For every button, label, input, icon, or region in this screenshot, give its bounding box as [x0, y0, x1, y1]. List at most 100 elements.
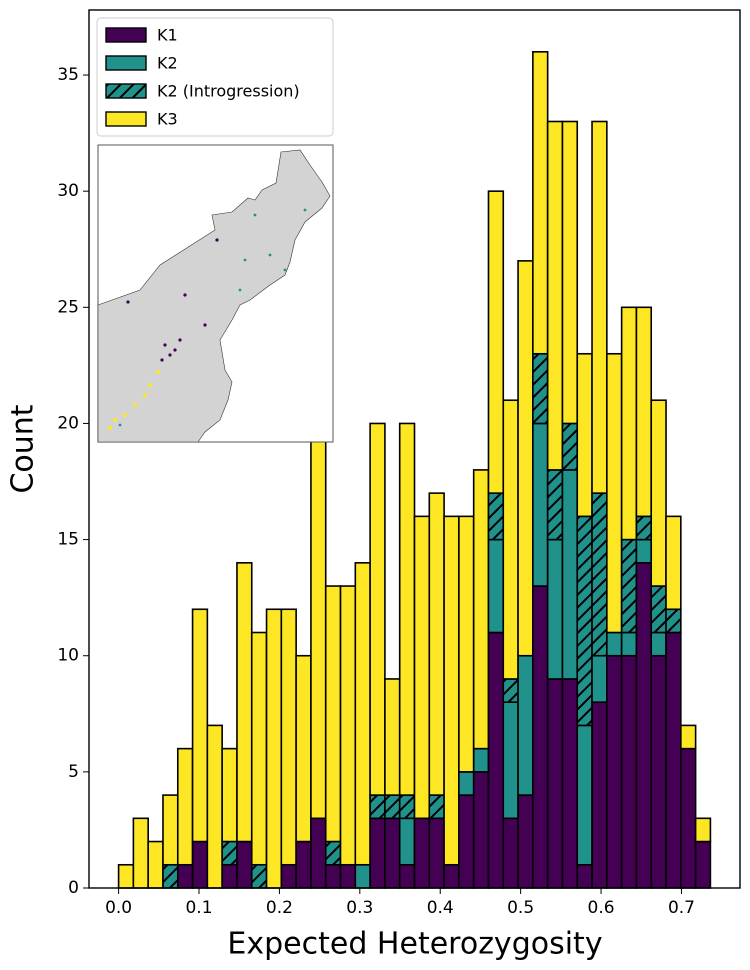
bar — [132, 817, 149, 889]
bar — [221, 840, 238, 866]
bar — [458, 794, 475, 889]
bar — [532, 352, 549, 425]
bar — [502, 817, 519, 889]
bar — [354, 863, 371, 889]
bar — [502, 678, 519, 703]
bar — [487, 190, 505, 494]
legend-swatch-hatch — [106, 84, 146, 98]
y-tick-label: 5 — [68, 762, 79, 782]
bar — [517, 654, 534, 796]
bar — [487, 538, 505, 634]
bar — [472, 747, 490, 773]
bar — [324, 863, 342, 889]
bar — [265, 608, 283, 889]
bar — [606, 352, 623, 634]
y-tick-label: 0 — [68, 878, 79, 898]
legend-label: K2 (Introgression) — [157, 82, 300, 101]
bar — [310, 422, 327, 820]
bar — [650, 631, 667, 657]
x-tick-label: 0.1 — [185, 898, 212, 918]
bar — [428, 492, 445, 796]
x-axis-label: Expected Heterozygosity — [227, 927, 602, 962]
y-tick-label: 20 — [57, 413, 79, 433]
bar — [546, 120, 564, 471]
bar — [176, 747, 194, 866]
bar — [339, 585, 357, 866]
bar — [458, 515, 475, 773]
bar — [487, 492, 505, 541]
bar — [576, 352, 593, 518]
bar — [295, 840, 312, 889]
bar — [472, 469, 490, 750]
bar — [502, 399, 519, 680]
bar — [561, 422, 579, 471]
inset-map — [97, 144, 334, 443]
bar — [680, 747, 697, 889]
y-axis-label: Count — [6, 404, 41, 493]
legend-label: K1 — [157, 26, 178, 45]
bar — [576, 515, 593, 727]
bar — [532, 585, 549, 889]
bar — [413, 817, 431, 889]
bar — [369, 817, 386, 889]
bar — [384, 817, 401, 889]
bar — [650, 654, 667, 889]
x-tick-label: 0.6 — [588, 898, 615, 918]
bar — [428, 794, 445, 820]
bar — [147, 840, 164, 889]
bar — [561, 120, 579, 425]
bar — [694, 817, 712, 843]
bar — [221, 863, 238, 889]
x-tick-label: 0.4 — [427, 898, 454, 918]
bar — [221, 747, 238, 843]
bar — [665, 631, 682, 889]
bar — [546, 538, 564, 680]
bar — [472, 771, 490, 889]
bar — [635, 515, 653, 541]
bar — [576, 724, 593, 866]
bar — [443, 863, 460, 889]
bar — [591, 120, 608, 494]
bar — [369, 794, 386, 820]
bar — [295, 654, 312, 843]
legend-swatch — [105, 27, 147, 43]
bar — [680, 724, 697, 750]
bar — [576, 863, 593, 889]
legend-frame — [96, 17, 334, 137]
x-tick-label: 0.0 — [105, 898, 132, 918]
bar — [517, 794, 534, 889]
bar — [635, 538, 653, 564]
plot-area: 0 5 10 15 20 25 30 35 0.0 0.1 0.2 0.3 0.4 0.5 0.6 0.7 — [57, 9, 741, 918]
bar — [620, 654, 638, 889]
x-tick-label: 0.7 — [668, 898, 695, 918]
bar — [176, 863, 194, 889]
bar — [650, 399, 667, 587]
legend-swatch — [105, 55, 147, 71]
bar — [384, 794, 401, 820]
bar — [162, 863, 179, 889]
bar — [310, 817, 327, 889]
bar — [236, 562, 253, 843]
bar — [369, 422, 386, 796]
x-tick-label: 0.3 — [346, 898, 373, 918]
bar — [191, 608, 209, 843]
y-tick-label: 35 — [57, 65, 79, 85]
bar — [591, 492, 608, 657]
bar — [561, 469, 579, 680]
bar — [398, 422, 416, 796]
bar — [606, 654, 623, 889]
bar — [650, 585, 667, 634]
bar — [398, 863, 416, 889]
bar — [384, 678, 401, 796]
bar — [665, 608, 682, 634]
bar — [206, 724, 223, 889]
bar — [354, 562, 371, 866]
bar — [191, 840, 209, 889]
bar — [620, 538, 638, 634]
bar — [591, 654, 608, 703]
x-tick-label: 0.5 — [507, 898, 534, 918]
y-tick-label: 10 — [57, 646, 79, 666]
bar — [398, 817, 416, 866]
y-tick-label: 25 — [57, 297, 79, 317]
